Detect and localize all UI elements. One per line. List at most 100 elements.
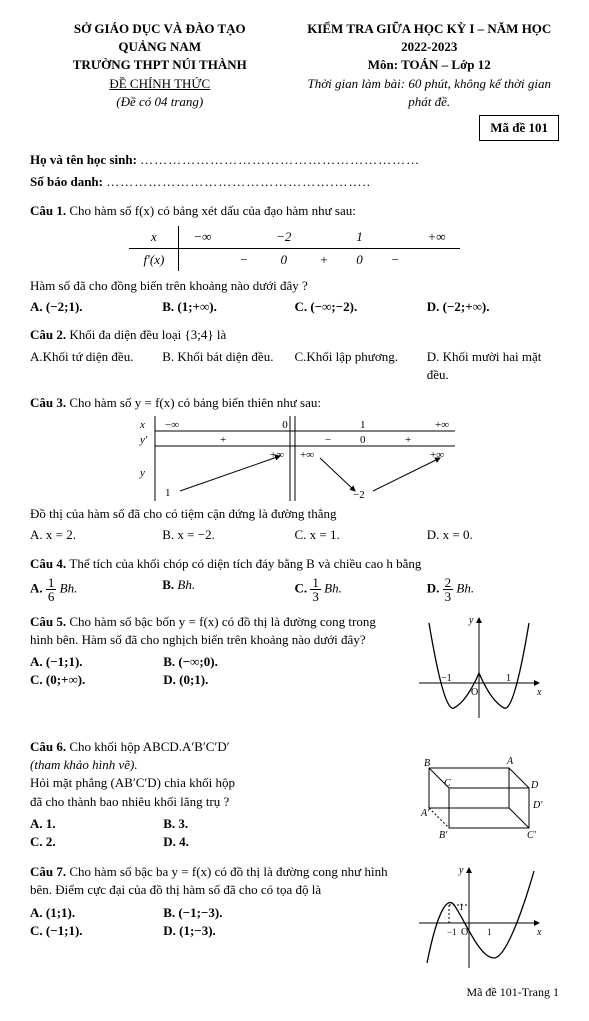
org-line-2: QUẢNG NAM bbox=[30, 38, 290, 56]
svg-text:1: 1 bbox=[165, 487, 171, 499]
svg-text:+: + bbox=[405, 434, 411, 446]
q1-tbl-fp: f′(x) bbox=[129, 248, 178, 271]
q7-text: Cho hàm số bậc ba y = f(x) có đồ thị là … bbox=[30, 864, 388, 897]
q4-D-val: Bh. bbox=[456, 580, 474, 595]
q2-choices: A.Khối tứ diện đều. B. Khối bát diện đều… bbox=[30, 348, 559, 384]
id-label: Số báo danh: bbox=[30, 174, 103, 189]
q1-tbl-c4: +∞ bbox=[414, 226, 460, 249]
code-row: Mã đề 101 bbox=[30, 113, 559, 141]
q4-A: A. 16 Bh. bbox=[30, 576, 162, 603]
svg-text:1: 1 bbox=[487, 927, 492, 937]
q5-left: Câu 5. Cho hàm số bậc bốn y = f(x) có đồ… bbox=[30, 613, 399, 728]
q4-C: C. 13 Bh. bbox=[295, 576, 427, 603]
header-right: KIỂM TRA GIỮA HỌC KỲ I – NĂM HỌC 2022-20… bbox=[300, 20, 560, 111]
q4-D-frac: 23 bbox=[443, 576, 454, 603]
q7-graph: x y O −1 1 1 bbox=[409, 863, 559, 978]
svg-text:D′: D′ bbox=[532, 800, 543, 811]
q1-D: D. (−2;+∞). bbox=[427, 298, 559, 316]
q6-box-diagram: B A D C B′ A′ C′ D′ bbox=[409, 738, 549, 848]
q4-A-lbl: A. bbox=[30, 580, 43, 595]
q4-B: B. Bh. bbox=[162, 576, 294, 603]
q4-text: Thể tích của khối chóp có diện tích đáy … bbox=[69, 556, 421, 571]
q1-C: C. (−∞;−2). bbox=[295, 298, 427, 316]
q1-stem: Câu 1. bbox=[30, 203, 69, 218]
q3-choices: A. x = 2. B. x = −2. C. x = 1. D. x = 0. bbox=[30, 526, 559, 544]
svg-text:−∞: −∞ bbox=[165, 419, 179, 431]
q5-stem: Câu 5. bbox=[30, 614, 69, 629]
official-label: ĐỀ CHÍNH THỨC bbox=[30, 75, 290, 93]
q1-sign-table: x −∞ −2 1 +∞ f′(x) − 0 + 0 − bbox=[129, 226, 459, 271]
exam-code: Mã đề 101 bbox=[479, 115, 559, 141]
question-5: Câu 5. Cho hàm số bậc bốn y = f(x) có đồ… bbox=[30, 613, 559, 728]
q4-C-val: Bh. bbox=[324, 580, 342, 595]
q3-variation-table: x y′ y −∞ 0 1 +∞ + − 0 + 1 +∞ +∞ −2 +∞ bbox=[125, 416, 465, 501]
q6-text: Cho khối hộp ABCD.A′B′C′D′ bbox=[69, 739, 229, 754]
q1-tbl-c3: 1 bbox=[342, 226, 377, 249]
q1-s4: 0 bbox=[342, 248, 377, 271]
q5-graph: x y −1 1 O bbox=[409, 613, 559, 728]
exam-title: KIỂM TRA GIỮA HỌC KỲ I – NĂM HỌC 2022-20… bbox=[300, 20, 560, 56]
name-line: Họ và tên học sinh: …………………………………………………… bbox=[30, 151, 559, 169]
q7-B: B. (−1;−3). bbox=[163, 904, 293, 922]
q4-C-frac: 13 bbox=[310, 576, 321, 603]
q4-A-val: Bh. bbox=[60, 580, 78, 595]
svg-text:A′: A′ bbox=[420, 808, 430, 819]
q3-D: D. x = 0. bbox=[427, 526, 559, 544]
svg-text:y: y bbox=[139, 467, 145, 479]
q6-hint: (tham khảo hình vẽ). bbox=[30, 756, 399, 774]
q1-prompt: Hàm số đã cho đồng biến trên khoảng nào … bbox=[30, 277, 559, 295]
q1-choices: A. (−2;1). B. (1;+∞). C. (−∞;−2). D. (−2… bbox=[30, 298, 559, 316]
q5-A: A. (−1;1). bbox=[30, 653, 160, 671]
q2-stem: Câu 2. bbox=[30, 327, 69, 342]
q6-A: A. 1. bbox=[30, 815, 160, 833]
svg-text:1: 1 bbox=[506, 673, 511, 684]
q2-C: C.Khối lập phương. bbox=[295, 348, 427, 384]
q2-text: Khối đa diện đều loại {3;4} là bbox=[69, 327, 226, 342]
id-blank: ………………………………………….…….. bbox=[106, 174, 371, 189]
svg-text:x: x bbox=[139, 419, 145, 431]
page-footer: Mã đề 101-Trang 1 bbox=[30, 984, 559, 1001]
svg-text:y′: y′ bbox=[139, 434, 148, 446]
q1-B: B. (1;+∞). bbox=[162, 298, 294, 316]
q7-D: D. (1;−3). bbox=[163, 922, 293, 940]
svg-text:x: x bbox=[536, 927, 542, 938]
q1-tbl-x: x bbox=[129, 226, 178, 249]
id-line: Số báo danh: ………………………………………….…….. bbox=[30, 173, 559, 191]
header-left: SỞ GIÁO DỤC VÀ ĐÀO TẠO QUẢNG NAM TRƯỜNG … bbox=[30, 20, 290, 111]
q7-left: Câu 7. Cho hàm số bậc ba y = f(x) có đồ … bbox=[30, 863, 399, 978]
svg-text:1: 1 bbox=[459, 902, 464, 912]
svg-text:+∞: +∞ bbox=[430, 449, 444, 461]
svg-text:x: x bbox=[536, 687, 542, 698]
q4-D-lbl: D. bbox=[427, 580, 440, 595]
q1-s5: − bbox=[377, 248, 414, 271]
svg-text:0: 0 bbox=[360, 434, 366, 446]
q5-text: Cho hàm số bậc bốn y = f(x) có đồ thị là… bbox=[30, 614, 376, 647]
svg-text:C′: C′ bbox=[527, 830, 537, 841]
q6-left: Câu 6. Cho khối hộp ABCD.A′B′C′D′ (tham … bbox=[30, 738, 399, 853]
q6-text2: Hỏi mặt phẳng (AB′C′D) chia khối hộp bbox=[30, 774, 399, 792]
question-1: Câu 1. Cho hàm số f(x) có bảng xét dấu c… bbox=[30, 202, 559, 317]
svg-text:C: C bbox=[444, 778, 451, 789]
q3-stem: Câu 3. bbox=[30, 395, 69, 410]
q1-tbl-c1: −∞ bbox=[179, 226, 226, 249]
svg-text:−1: −1 bbox=[441, 673, 452, 684]
svg-text:+∞: +∞ bbox=[435, 419, 449, 431]
header-row: SỞ GIÁO DỤC VÀ ĐÀO TẠO QUẢNG NAM TRƯỜNG … bbox=[30, 20, 559, 111]
svg-text:−: − bbox=[325, 434, 331, 446]
student-fields: Họ và tên học sinh: ……………………………………………………… bbox=[30, 151, 559, 191]
subject: Môn: TOÁN – Lớp 12 bbox=[300, 56, 560, 74]
q1-s1: − bbox=[225, 248, 262, 271]
q1-tbl-c2: −2 bbox=[262, 226, 305, 249]
q6-stem: Câu 6. bbox=[30, 739, 69, 754]
q5-choices: A. (−1;1). B. (−∞;0). C. (0;+∞). D. (0;1… bbox=[30, 653, 399, 689]
svg-text:+: + bbox=[220, 434, 226, 446]
q3-B: B. x = −2. bbox=[162, 526, 294, 544]
q6-C: C. 2. bbox=[30, 833, 160, 851]
q6-B: B. 3. bbox=[163, 815, 293, 833]
svg-text:O: O bbox=[471, 687, 478, 698]
q7-cubic-graph: x y O −1 1 1 bbox=[409, 863, 549, 973]
name-blank: …………………………………………………… bbox=[140, 152, 420, 167]
q3-prompt: Đồ thị của hàm số đã cho có tiệm cận đứn… bbox=[30, 505, 559, 523]
q4-choices: A. 16 Bh. B. Bh. C. 13 Bh. D. 23 Bh. bbox=[30, 576, 559, 603]
q4-C-lbl: C. bbox=[295, 580, 308, 595]
